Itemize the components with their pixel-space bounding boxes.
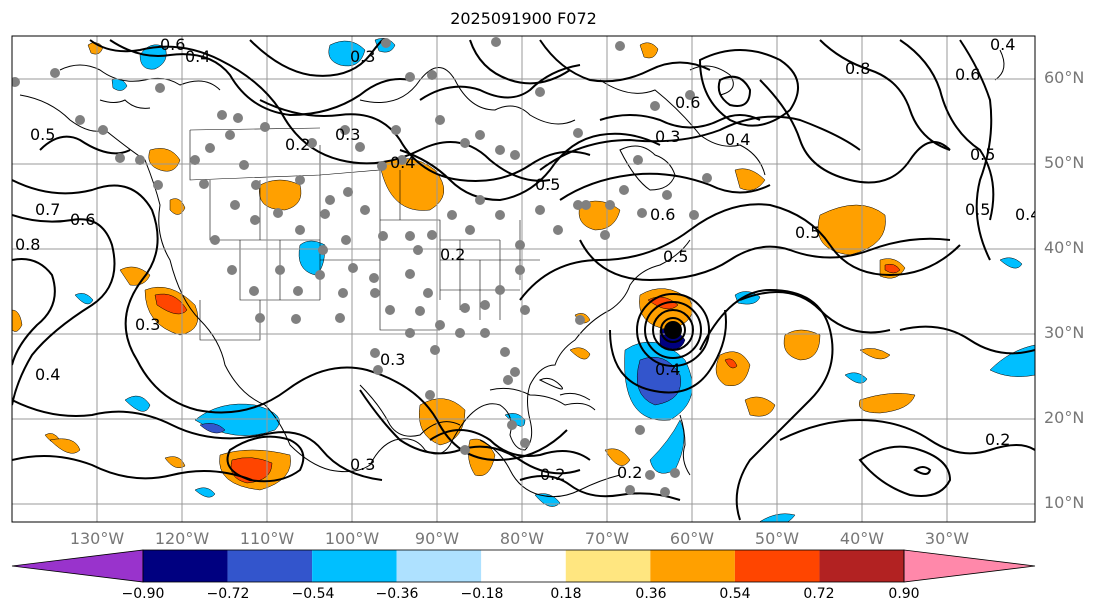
contour-label: 0.3 — [350, 47, 375, 66]
contour-label: 0.4 — [655, 360, 680, 379]
colorbar-tick: −0.54 — [291, 586, 335, 602]
lon-label-30w: 30°W — [924, 529, 970, 548]
contour-label: 0.2 — [617, 463, 642, 482]
lon-label-110w: 110°W — [239, 529, 295, 548]
colorbar-segment — [565, 550, 651, 582]
lon-label-90w: 90°W — [414, 529, 460, 548]
lon-label-100w: 100°W — [324, 529, 380, 548]
contour-label: 0.4 — [725, 130, 750, 149]
contour-label: 0.5 — [30, 125, 55, 144]
contour-label: 0.5 — [965, 200, 990, 219]
colorbar-tick: −0.18 — [460, 586, 504, 602]
lon-label-70w: 70°W — [584, 529, 630, 548]
lon-label-60w: 60°W — [669, 529, 715, 548]
colorbar-tick: 0.72 — [803, 586, 835, 602]
political-boundaries — [189, 127, 540, 341]
colorbar-tick: 0.18 — [550, 586, 582, 602]
contour-label: 0.5 — [663, 247, 688, 266]
contour-label: 0.4 — [185, 47, 210, 66]
colorbar-segment — [481, 550, 566, 582]
colorbar-segment — [734, 550, 820, 582]
colorbar-segment — [143, 550, 228, 582]
colorbar-tick: 0.54 — [719, 586, 751, 602]
lat-label-10n: 10°N — [1044, 493, 1085, 512]
contour-label: 0.4 — [1015, 205, 1040, 224]
lat-label-20n: 20°N — [1044, 408, 1085, 427]
map-title: 2025091900 F072 — [450, 9, 597, 28]
colorbar-segment — [227, 550, 313, 582]
colorbar-segments — [11, 549, 1036, 583]
contour-label: 0.6 — [650, 205, 675, 224]
contour-lines — [12, 38, 1035, 521]
observation-dots — [12, 37, 712, 497]
lat-label-40n: 40°N — [1044, 238, 1085, 257]
contour-label: 0.6 — [160, 35, 185, 54]
lat-label-30n: 30°N — [1044, 323, 1085, 342]
contour-label: 0.5 — [970, 145, 995, 164]
contour-label: 0.6 — [70, 210, 95, 229]
contour-label: 0.2 — [985, 430, 1010, 449]
contour-label: 0.3 — [380, 350, 405, 369]
anomaly-shading — [12, 38, 1035, 522]
colorbar-segment — [396, 550, 482, 582]
contour-label-group: 0.6 0.4 0.3 0.5 0.2 0.3 0.4 0.6 0.3 0.4 … — [15, 35, 1040, 484]
contour-label: 0.2 — [285, 135, 310, 154]
colorbar-tick: 0.90 — [888, 586, 920, 602]
colorbar-segment — [11, 549, 144, 583]
contour-label: 0.4 — [35, 365, 60, 384]
coastlines — [19, 49, 1005, 498]
contour-label: 0.7 — [35, 200, 60, 219]
lon-label-50w: 50°W — [754, 529, 800, 548]
lon-label-40w: 40°W — [839, 529, 885, 548]
low-pressure-center — [664, 321, 682, 339]
contour-label: 0.2 — [440, 245, 465, 264]
contour-label: 0.6 — [955, 65, 980, 84]
colorbar-tick: 0.36 — [635, 586, 667, 602]
lon-label-130w: 130°W — [69, 529, 125, 548]
map-panel: 0.6 0.4 0.3 0.5 0.2 0.3 0.4 0.6 0.3 0.4 … — [11, 35, 1040, 523]
colorbar — [11, 549, 1036, 583]
contour-label: 0.3 — [135, 315, 160, 334]
lon-label-80w: 80°W — [499, 529, 545, 548]
colorbar-segment — [650, 550, 735, 582]
contour-label: 0.3 — [655, 127, 680, 146]
colorbar-segment — [819, 550, 904, 582]
lat-label-60n: 60°N — [1044, 68, 1085, 87]
contour-label: 0.8 — [845, 59, 870, 78]
contour-label: 0.5 — [535, 175, 560, 194]
colorbar-segment — [903, 549, 1036, 583]
contour-label: 0.6 — [675, 93, 700, 112]
colorbar-tick: −0.90 — [121, 586, 165, 602]
colorbar-segment — [312, 550, 397, 582]
lon-label-120w: 120°W — [154, 529, 210, 548]
contour-label: 0.5 — [795, 223, 820, 242]
contour-label: 0.4 — [390, 153, 415, 172]
contour-label: 0.8 — [15, 235, 40, 254]
contour-label: 0.4 — [990, 35, 1015, 54]
colorbar-outline — [142, 549, 905, 583]
contour-label: 0.3 — [350, 455, 375, 474]
colorbar-tick: −0.72 — [206, 586, 250, 602]
lat-label-50n: 50°N — [1044, 153, 1085, 172]
contour-label: 0.3 — [335, 125, 360, 144]
contour-label: 0.2 — [540, 465, 565, 484]
colorbar-tick: −0.36 — [375, 586, 419, 602]
